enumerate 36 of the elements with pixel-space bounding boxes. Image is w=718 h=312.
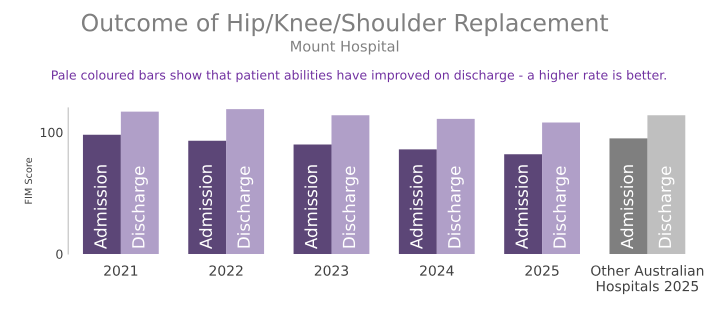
text: Admission [620, 165, 634, 249]
x-tick-label: 2021 [104, 265, 138, 276]
y-tick-label: 100 [40, 128, 63, 138]
text: Admission [410, 165, 423, 249]
bar [398, 149, 437, 254]
text: Discharge [658, 166, 674, 248]
bar [226, 109, 264, 254]
chart-subtitle: Mount Hospital [291, 40, 398, 55]
x-tick-label: 2022 [210, 265, 242, 276]
bar [294, 144, 332, 254]
chart-title: Outcome of Hip/Knee/Shoulder Replacement [82, 13, 608, 36]
text: Admission [304, 165, 318, 249]
y-tick-label: 0 [56, 249, 63, 259]
text: Admission [199, 165, 212, 249]
text: Discharge [342, 166, 358, 248]
bar [504, 154, 542, 254]
bar [82, 134, 121, 254]
text: Admission [515, 165, 528, 249]
x-tick-label: 2024 [420, 265, 454, 276]
series-label: Admission [94, 165, 107, 249]
bar [647, 115, 686, 254]
text: Discharge [237, 166, 254, 248]
bar [331, 115, 370, 254]
bar [120, 112, 159, 254]
x-tick-label: 2025 [525, 265, 559, 276]
text: Pale coloured bars show that patient abilities have improved on discharge - a higher rate is better. [52, 70, 666, 82]
text: Discharge [552, 166, 570, 248]
bar [542, 122, 580, 254]
text: Discharge [448, 166, 464, 248]
y-axis-title: FIM Score [24, 158, 32, 204]
x-tick-label: Other Australian Hospitals 2025 [591, 265, 704, 294]
bar [436, 118, 475, 254]
bar [188, 140, 226, 254]
bar [609, 138, 648, 254]
x-tick-label: 2023 [314, 265, 348, 276]
series-label: Discharge [132, 166, 148, 248]
